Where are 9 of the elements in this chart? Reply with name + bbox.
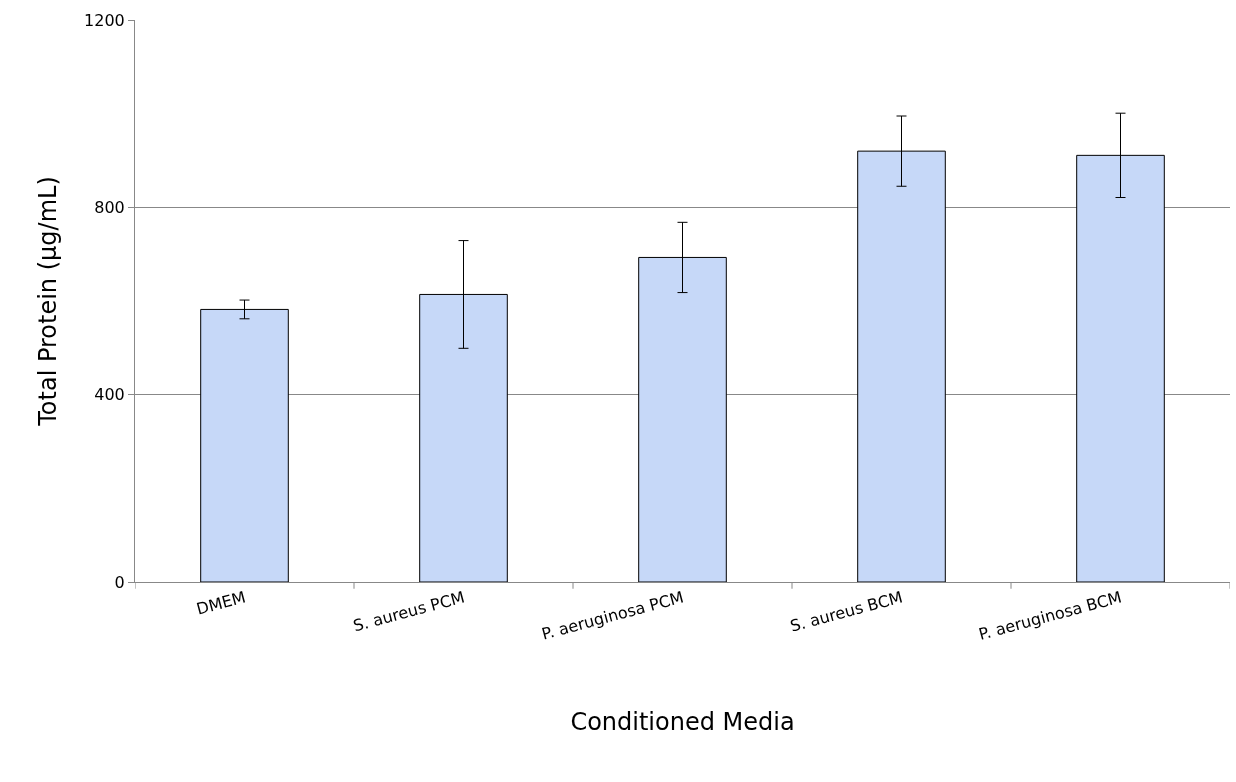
x-axis-title: Conditioned Media	[570, 708, 795, 737]
y-tick-label: 800	[94, 197, 125, 217]
x-tick-label: S. aureus BCM	[788, 587, 905, 636]
y-axis-title: Total Protein (µg/mL)	[34, 176, 63, 427]
y-tick-label: 1200	[84, 10, 125, 30]
y-tick-label: 400	[94, 385, 125, 405]
x-tick-label: DMEM	[194, 587, 248, 619]
y-tick-label: 0	[114, 572, 125, 592]
x-tick-label: S. aureus PCM	[351, 587, 467, 636]
